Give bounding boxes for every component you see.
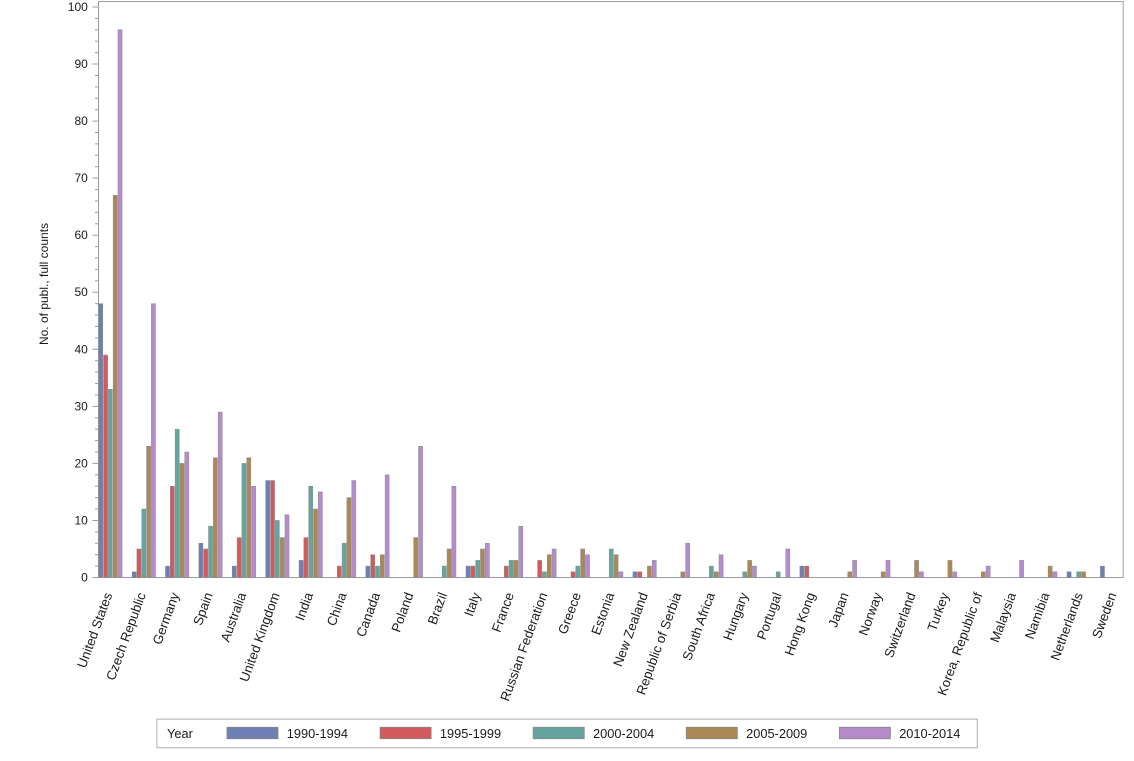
svg-text:0: 0 <box>81 571 88 585</box>
svg-text:Year: Year <box>167 726 194 741</box>
svg-text:2000-2004: 2000-2004 <box>593 726 654 741</box>
svg-text:20: 20 <box>74 456 88 470</box>
svg-text:2010-2014: 2010-2014 <box>899 726 960 741</box>
svg-text:100: 100 <box>68 0 88 14</box>
svg-text:1990-1994: 1990-1994 <box>287 726 348 741</box>
svg-text:70: 70 <box>74 171 88 185</box>
svg-text:60: 60 <box>74 228 88 242</box>
svg-text:90: 90 <box>74 57 88 71</box>
svg-text:40: 40 <box>74 342 88 356</box>
svg-text:1995-1999: 1995-1999 <box>440 726 501 741</box>
svg-text:2005-2009: 2005-2009 <box>746 726 807 741</box>
svg-text:80: 80 <box>74 114 88 128</box>
svg-text:30: 30 <box>74 399 88 413</box>
svg-text:50: 50 <box>74 285 88 299</box>
svg-text:No. of publ., full counts: No. of publ., full counts <box>37 223 51 345</box>
svg-text:10: 10 <box>74 514 88 528</box>
